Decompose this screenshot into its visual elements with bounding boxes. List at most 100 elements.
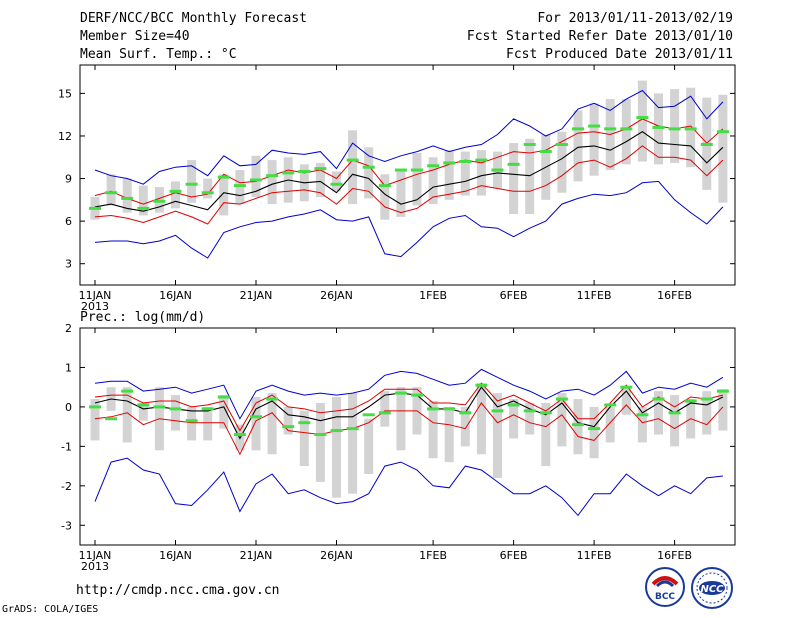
ensemble-box (444, 406, 454, 463)
y-tick-label: -3 (61, 519, 72, 532)
ensemble-box (315, 402, 325, 482)
x-tick-label: 26JAN (320, 549, 353, 562)
ensemble-box (444, 150, 454, 200)
y-tick-label: -1 (61, 440, 72, 453)
ensemble-box (315, 162, 325, 197)
source-url[interactable]: http://cmdp.ncc.cma.gov.cn (76, 583, 280, 598)
ensemble-box (138, 185, 148, 216)
ensemble-box (702, 391, 712, 435)
ensemble-box (509, 399, 519, 439)
ensemble-box (364, 418, 374, 474)
x-tick-label: 11FEB (577, 289, 612, 302)
series-mean-line (94, 386, 724, 440)
ensemble-box (122, 387, 132, 443)
ensemble-box (396, 171, 406, 217)
ensemble-box (670, 395, 680, 447)
ensemble-box (718, 389, 728, 431)
x-tick-label: 16JAN (159, 549, 192, 562)
ensemble-box (621, 387, 631, 415)
ensemble-box (573, 399, 583, 455)
ensemble-box (251, 155, 261, 197)
ncc-logo-text: NCC (700, 584, 724, 595)
ensemble-box (138, 402, 148, 421)
x-tick-label: 16FEB (657, 549, 692, 562)
ensemble-box (364, 147, 374, 199)
ensemble-box (637, 80, 647, 162)
ensemble-box (460, 406, 470, 447)
ensemble-box (187, 406, 197, 441)
ensemble-box (670, 89, 680, 163)
panel-frame (79, 64, 736, 286)
ensemble-box (219, 174, 229, 216)
temp-panel-title: Mean Surf. Temp.: °C (80, 47, 237, 62)
x-tick-label: 16FEB (657, 289, 692, 302)
panel-frame (79, 327, 736, 546)
ensemble-box (525, 402, 535, 435)
forecast-produced-date: Fcst Produced Date 2013/01/11 (506, 47, 733, 62)
ensemble-box (348, 130, 358, 205)
ensemble-box (525, 138, 535, 215)
ensemble-box (557, 131, 567, 193)
y-tick-label: 9 (65, 173, 72, 186)
ensemble-box (396, 387, 406, 451)
y-tick-label: -2 (61, 480, 72, 493)
grads-credit: GrADS: COLA/IGES (2, 604, 99, 615)
ensemble-box (219, 395, 229, 429)
ensemble-box (90, 399, 100, 441)
x-tick-label: 21JAN (240, 549, 273, 562)
series-lower-line (94, 402, 724, 456)
y-tick-label: 1 (65, 361, 72, 374)
ensemble-box (476, 383, 486, 455)
ensemble-box (171, 395, 180, 431)
ensemble-box (348, 393, 358, 494)
ensemble-box (605, 406, 615, 443)
prec-panel-title: Prec.: log(mm/d) (80, 310, 206, 325)
ensemble-box (573, 110, 583, 182)
y-tick-label: 15 (58, 87, 72, 100)
series-lower-line (94, 145, 724, 225)
y-tick-label: 2 (65, 322, 72, 335)
ensemble-box (380, 391, 390, 427)
ensemble-box (380, 174, 390, 220)
ensemble-box (557, 393, 567, 447)
y-tick-label: 3 (65, 258, 72, 271)
ensemble-box (412, 153, 422, 206)
ensemble-box (493, 393, 502, 478)
series-mean-line (94, 131, 724, 212)
series-upper-line (94, 382, 724, 432)
bcc-logo-text: BCC (655, 592, 675, 602)
x-tick-label: 21JAN (240, 289, 273, 302)
y-tick-label: 12 (58, 130, 72, 143)
ensemble-box (428, 400, 438, 459)
ensemble-box (428, 157, 438, 205)
ensemble-box (251, 397, 261, 451)
ensemble-box (203, 178, 213, 199)
ensemble-box (122, 178, 132, 213)
forecast-period: For 2013/01/11-2013/02/19 (537, 11, 733, 26)
ensemble-box (460, 151, 470, 196)
x-tick-label: 1FEB (419, 289, 447, 302)
x-tick-label: 11FEB (577, 549, 612, 562)
ensemble-box (332, 171, 341, 192)
ensemble-box (541, 402, 551, 467)
ensemble-box (299, 410, 309, 467)
ensemble-box (509, 143, 519, 215)
x-tick-year: 2013 (81, 560, 109, 573)
ensemble-box (267, 393, 277, 455)
x-tick-label: 16JAN (159, 289, 192, 302)
y-tick-label: 6 (65, 215, 72, 228)
x-tick-label: 26JAN (320, 289, 353, 302)
ensemble-box (621, 99, 631, 165)
y-tick-label: 0 (65, 401, 72, 414)
series-max-line (94, 368, 724, 420)
series-upper-line (94, 118, 724, 205)
forecast-start-date: Fcst Started Refer Date 2013/01/10 (466, 29, 733, 44)
ensemble-box (283, 406, 293, 435)
bcc-logo: BCC (645, 567, 685, 607)
x-tick-label: 1FEB (419, 549, 447, 562)
ensemble-box (654, 391, 663, 435)
x-tick-label: 11JAN (79, 289, 112, 302)
ensemble-box (203, 406, 213, 441)
ensemble-box (476, 150, 486, 196)
